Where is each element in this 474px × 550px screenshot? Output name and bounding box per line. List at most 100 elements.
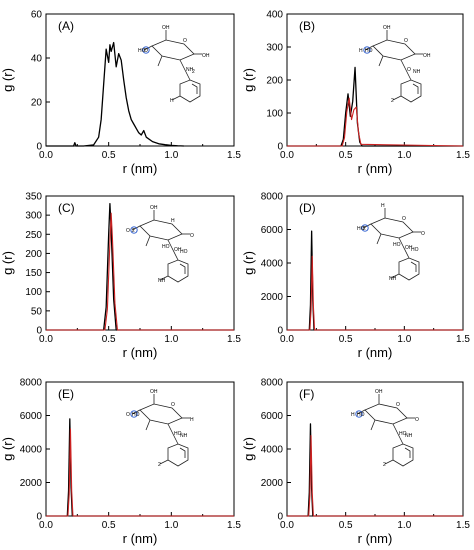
panel-label: (E) bbox=[58, 387, 74, 401]
atom-label: H bbox=[351, 412, 355, 418]
y-tick-label: 40 bbox=[31, 54, 43, 65]
series-line-2 bbox=[287, 97, 464, 147]
x-tick-label: 0.5 bbox=[102, 520, 116, 531]
atom-label: OH bbox=[383, 25, 391, 31]
atom-label: O bbox=[415, 417, 419, 423]
y-axis-title: g (r) bbox=[241, 251, 256, 275]
series-line-1 bbox=[287, 66, 463, 147]
x-tick-label: 1.0 bbox=[397, 150, 411, 161]
atom-label: OH bbox=[405, 245, 413, 251]
atom-label: HO bbox=[357, 412, 365, 418]
atom-label: O bbox=[402, 216, 406, 222]
panel-label: (A) bbox=[58, 19, 74, 33]
y-tick-label: 20 bbox=[31, 98, 43, 109]
y-tick-label: 2000 bbox=[20, 478, 43, 489]
atom-label: NH bbox=[158, 278, 166, 284]
x-axis-title: r (nm) bbox=[358, 531, 393, 546]
series-line-2 bbox=[46, 428, 234, 517]
atom-label: O bbox=[126, 412, 130, 418]
atom-label: OH bbox=[202, 53, 210, 59]
y-tick-label: 100 bbox=[266, 109, 283, 120]
x-tick-label: 0.5 bbox=[102, 150, 116, 161]
x-tick-label: 0.0 bbox=[39, 520, 53, 531]
y-tick-label: 6000 bbox=[261, 411, 284, 422]
plot-frame bbox=[286, 13, 464, 147]
atom-label: H bbox=[359, 48, 363, 54]
y-tick-label: 250 bbox=[25, 230, 42, 241]
y-tick-label: 50 bbox=[31, 306, 43, 317]
panel-label: (C) bbox=[58, 201, 75, 215]
atom-label: HO bbox=[357, 226, 365, 232]
atom-label: HO bbox=[399, 431, 407, 437]
atom-label: H bbox=[190, 417, 194, 423]
y-axis-title: g (r) bbox=[0, 251, 15, 275]
atom-label: NH bbox=[413, 69, 421, 75]
series-line-2 bbox=[287, 255, 463, 331]
panel-label: (F) bbox=[299, 387, 314, 401]
y-tick-label: 0 bbox=[277, 142, 283, 153]
highlight-circle bbox=[355, 410, 363, 418]
atom-label: HO bbox=[411, 247, 419, 253]
x-axis-title: r (nm) bbox=[123, 345, 158, 360]
atom-label: HO bbox=[132, 412, 140, 418]
y-tick-label: 300 bbox=[266, 43, 283, 54]
atom-label: OH bbox=[375, 389, 383, 395]
atom-label: H bbox=[171, 218, 175, 224]
y-tick-label: 0 bbox=[277, 326, 283, 337]
x-tick-label: 1.0 bbox=[164, 520, 178, 531]
y-tick-label: 6000 bbox=[261, 225, 284, 236]
y-tick-label: 4000 bbox=[261, 259, 284, 270]
x-tick-label: 1.5 bbox=[227, 520, 241, 531]
y-tick-label: 0 bbox=[36, 142, 42, 153]
x-tick-label: 1.5 bbox=[456, 334, 470, 345]
atom-label: O bbox=[190, 233, 194, 239]
panel-2: 0.0 0.5 1.0 1.5 0 100 200 300 400 r (nm) g (r) (B) O… bbox=[241, 10, 470, 177]
atom-label: 2 bbox=[132, 228, 135, 234]
plot-frame bbox=[45, 13, 235, 147]
y-tick-label: 300 bbox=[25, 211, 42, 222]
x-tick-label: 0.5 bbox=[339, 520, 353, 531]
series-line-1 bbox=[46, 203, 234, 331]
y-tick-label: 0 bbox=[277, 512, 283, 523]
series-line-1 bbox=[287, 423, 463, 517]
atom-label: O bbox=[183, 38, 187, 44]
x-tick-label: 0.5 bbox=[339, 334, 353, 345]
atom-label: OH bbox=[162, 25, 170, 31]
y-tick-label: 6000 bbox=[20, 411, 43, 422]
y-tick-label: 8000 bbox=[261, 192, 284, 203]
atom-label: H bbox=[381, 203, 385, 209]
y-tick-label: 200 bbox=[266, 76, 283, 87]
atom-label: NH bbox=[186, 67, 194, 73]
x-tick-label: 1.0 bbox=[397, 520, 411, 531]
x-tick-label: 0.5 bbox=[102, 334, 116, 345]
atom-label: HO bbox=[393, 242, 401, 248]
x-tick-label: 1.0 bbox=[397, 334, 411, 345]
atom-label: OH bbox=[150, 389, 158, 395]
atom-label: O bbox=[171, 402, 175, 408]
y-tick-label: 2000 bbox=[261, 478, 284, 489]
y-tick-label: 4000 bbox=[261, 445, 284, 456]
atom-label: NH bbox=[405, 433, 413, 439]
atom-label: 2 bbox=[363, 226, 366, 232]
atom-label: O bbox=[396, 402, 400, 408]
atom-label: OH bbox=[150, 205, 158, 211]
y-tick-label: 60 bbox=[31, 10, 43, 21]
y-tick-label: 0 bbox=[36, 512, 42, 523]
x-tick-label: 0.5 bbox=[339, 150, 353, 161]
panel-label: (D) bbox=[299, 201, 316, 215]
x-tick-label: 1.5 bbox=[227, 150, 241, 161]
atom-label: OH bbox=[174, 247, 182, 253]
y-tick-label: 350 bbox=[25, 192, 42, 203]
atom-label: HO bbox=[138, 48, 146, 54]
y-tick-label: 100 bbox=[25, 287, 42, 298]
atom-label: 2 bbox=[383, 462, 386, 468]
x-axis-title: r (nm) bbox=[358, 345, 393, 360]
atom-label: HO bbox=[180, 249, 188, 255]
y-axis-title: g (r) bbox=[241, 68, 256, 92]
x-axis-title: r (nm) bbox=[123, 531, 158, 546]
x-axis-title: r (nm) bbox=[358, 161, 393, 176]
